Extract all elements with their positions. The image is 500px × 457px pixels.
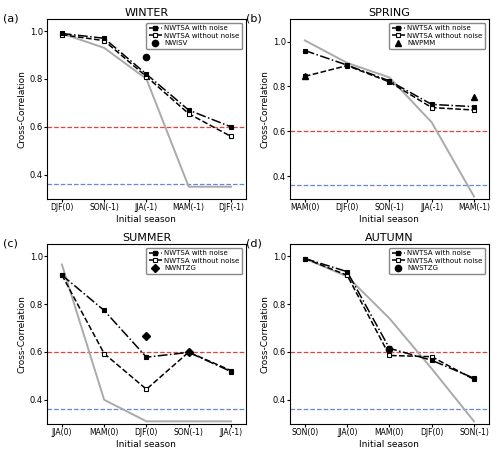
Title: SPRING: SPRING	[368, 8, 410, 18]
Text: (b): (b)	[246, 14, 262, 24]
Y-axis label: Cross-Correlation: Cross-Correlation	[18, 295, 27, 373]
Text: (a): (a)	[4, 14, 19, 24]
Text: (c): (c)	[4, 239, 18, 249]
X-axis label: Initial season: Initial season	[360, 215, 420, 223]
X-axis label: Initial season: Initial season	[116, 440, 176, 449]
Text: (d): (d)	[246, 239, 262, 249]
Y-axis label: Cross-Correlation: Cross-Correlation	[261, 70, 270, 148]
Legend: NWTSA with noise, NWTSA without noise, NWISV: NWTSA with noise, NWTSA without noise, N…	[146, 22, 242, 49]
Title: WINTER: WINTER	[124, 8, 168, 18]
Title: AUTUMN: AUTUMN	[365, 234, 414, 244]
Legend: NWTSA with noise, NWTSA without noise, NWNTZG: NWTSA with noise, NWTSA without noise, N…	[146, 248, 242, 274]
X-axis label: Initial season: Initial season	[360, 440, 420, 449]
Y-axis label: Cross-Correlation: Cross-Correlation	[18, 70, 27, 148]
Title: SUMMER: SUMMER	[122, 234, 171, 244]
Legend: NWTSA with noise, NWTSA without noise, NWSTZG: NWTSA with noise, NWTSA without noise, N…	[389, 248, 486, 274]
Legend: NWTSA with noise, NWTSA without noise, NWPMM: NWTSA with noise, NWTSA without noise, N…	[389, 22, 486, 49]
X-axis label: Initial season: Initial season	[116, 215, 176, 223]
Y-axis label: Cross-Correlation: Cross-Correlation	[261, 295, 270, 373]
